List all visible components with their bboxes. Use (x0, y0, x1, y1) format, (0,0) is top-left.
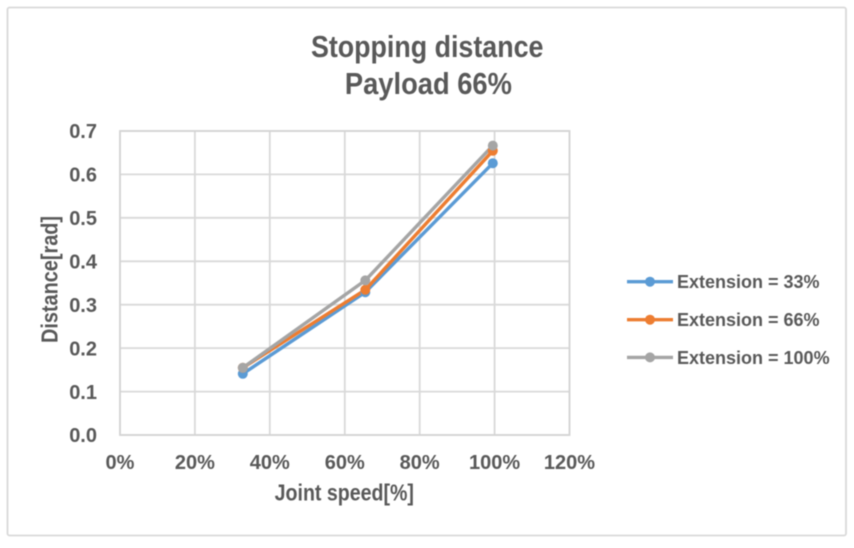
svg-text:60%: 60% (325, 452, 365, 474)
svg-text:0.3: 0.3 (69, 295, 97, 317)
svg-text:Stopping distance: Stopping distance (311, 29, 544, 64)
svg-text:0.7: 0.7 (69, 121, 97, 143)
svg-text:Extension = 33%: Extension = 33% (677, 272, 820, 292)
svg-text:Extension = 66%: Extension = 66% (677, 310, 820, 330)
svg-text:0%: 0% (106, 452, 135, 474)
svg-text:100%: 100% (469, 452, 520, 474)
svg-text:80%: 80% (400, 452, 440, 474)
svg-text:Joint speed[%]: Joint speed[%] (275, 479, 414, 505)
svg-text:Payload 66%: Payload 66% (345, 66, 512, 101)
svg-text:0.5: 0.5 (69, 208, 97, 230)
svg-text:20%: 20% (175, 452, 215, 474)
svg-text:0.6: 0.6 (69, 165, 97, 187)
svg-text:40%: 40% (250, 452, 290, 474)
svg-text:Extension = 100%: Extension = 100% (677, 348, 830, 368)
svg-text:Distance[rad]: Distance[rad] (37, 216, 63, 343)
svg-text:120%: 120% (544, 452, 595, 474)
svg-text:0.4: 0.4 (69, 252, 98, 274)
svg-text:0.0: 0.0 (69, 425, 97, 447)
svg-text:0.2: 0.2 (69, 338, 97, 360)
svg-text:0.1: 0.1 (69, 382, 97, 404)
